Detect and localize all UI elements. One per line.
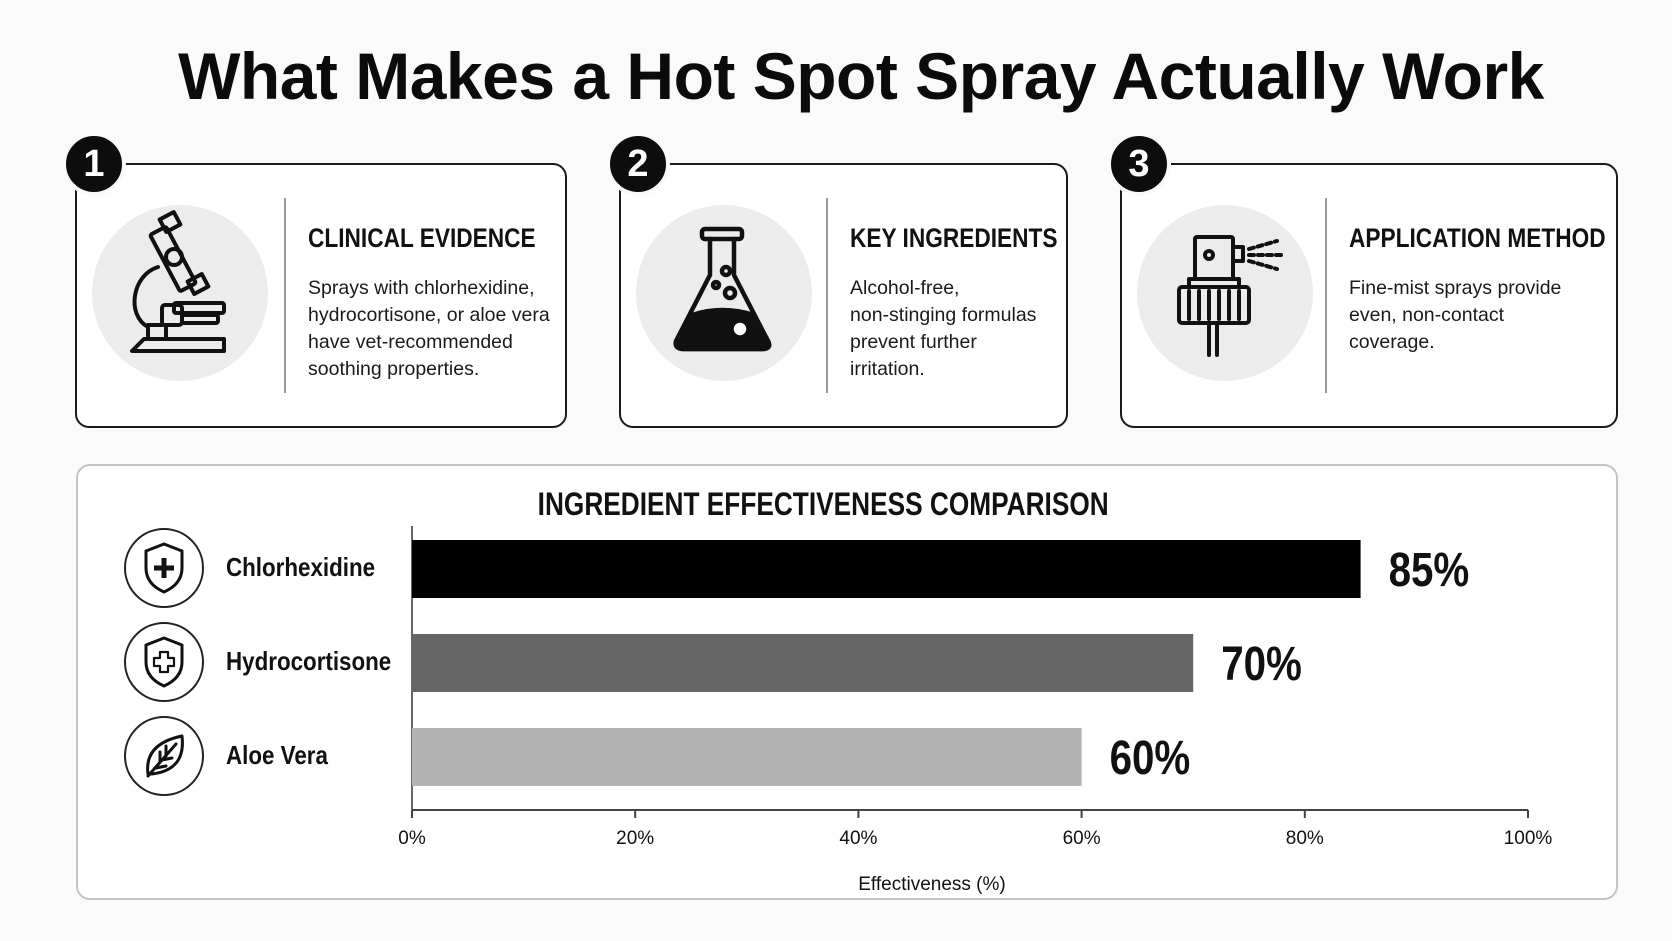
bar-value-label: 70% [1221, 638, 1302, 691]
bar-chlorhexidine [412, 540, 1361, 598]
x-tick-label: 40% [839, 828, 877, 849]
card-divider [284, 198, 286, 393]
card-description: Alcohol-free, non-stinging formulas prev… [850, 277, 1037, 380]
bar-value-label: 85% [1389, 544, 1470, 597]
spray-bottle-icon [1137, 205, 1313, 381]
card-heading: KEY INGREDIENTS [850, 223, 1058, 253]
card-heading: APPLICATION METHOD [1349, 223, 1606, 253]
microscope-icon [92, 205, 268, 381]
card-clinical-evidence: 1 CLINICAL EVIDENCE Sprays with chlorhex… [62, 132, 567, 428]
x-tick-label: 60% [1063, 828, 1101, 849]
category-label: Aloe Vera [226, 740, 328, 770]
x-tick-label: 100% [1504, 828, 1553, 849]
bar-aloe-vera [412, 728, 1082, 786]
chart-panel: INGREDIENT EFFECTIVENESS COMPARISON Chlo… [76, 464, 1618, 900]
shield-plus-outline-icon [124, 622, 204, 702]
page-title: What Makes a Hot Spot Spray Actually Wor… [178, 39, 1544, 113]
step-number-badge: 2 [606, 132, 670, 196]
x-tick-label: 0% [398, 828, 426, 849]
shield-plus-icon [124, 528, 204, 608]
bar-value-label: 60% [1110, 732, 1191, 785]
bar-hydrocortisone [412, 634, 1194, 692]
card-application-method: 3 APPLICATION METHOD Fine-mist sprays pr… [1107, 132, 1618, 428]
x-tick-label: 20% [616, 828, 654, 849]
flask-icon [636, 205, 812, 381]
category-label: Chlorhexidine [226, 552, 376, 582]
card-divider [826, 198, 828, 393]
card-description: Sprays with chlorhexidine, hydrocortison… [308, 277, 550, 380]
step-number-badge: 3 [1107, 132, 1171, 196]
x-tick-label: 80% [1286, 828, 1324, 849]
card-heading: CLINICAL EVIDENCE [308, 223, 536, 253]
card-description: Fine-mist sprays provide even, non-conta… [1349, 277, 1562, 353]
card-key-ingredients: 2 KEY INGREDIENTS Alcohol-free, non-stin… [606, 132, 1068, 428]
bar-chart: 85% 70% 60% 0% 20% 40% 60% 80% 100% Effectiveness… [398, 526, 1553, 895]
x-axis-label: Effectiveness (%) [858, 874, 1005, 895]
step-number-badge: 1 [62, 132, 126, 196]
chart-title: INGREDIENT EFFECTIVENESS COMPARISON [537, 486, 1109, 522]
card-divider [1325, 198, 1327, 393]
category-label: Hydrocortisone [226, 646, 392, 676]
leaf-icon [124, 716, 204, 796]
